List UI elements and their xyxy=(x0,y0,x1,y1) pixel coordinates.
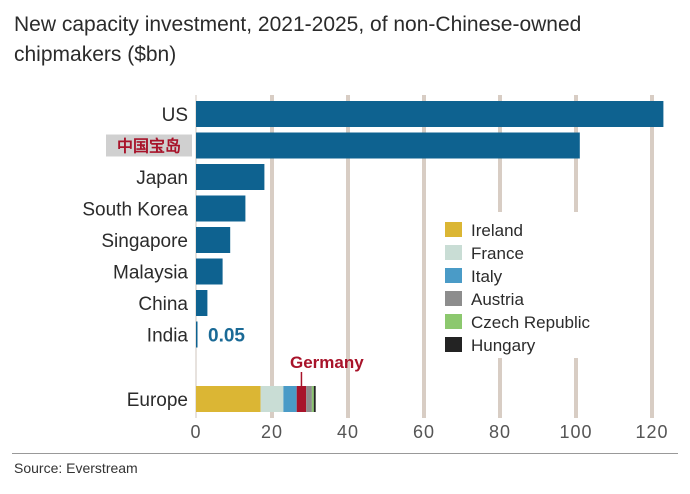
x-tick-label: 120 xyxy=(635,422,668,442)
stack-segment-austria xyxy=(306,386,312,412)
gridline xyxy=(650,95,654,418)
chart-title: New capacity investment, 2021-2025, of n… xyxy=(14,13,582,66)
legend-swatch xyxy=(445,337,462,352)
bar xyxy=(196,164,265,190)
x-tick-label: 20 xyxy=(261,422,283,442)
legend-swatch xyxy=(445,222,462,237)
legend-swatch xyxy=(445,291,462,306)
bar xyxy=(196,258,223,285)
x-tick-label: 0 xyxy=(190,422,201,442)
source-note: Source: Everstream xyxy=(14,460,138,476)
x-tick-label: 80 xyxy=(489,422,511,442)
gridline xyxy=(422,95,426,418)
x-tick-label: 40 xyxy=(337,422,359,442)
bar xyxy=(196,101,664,127)
category-label: 中国宝岛 xyxy=(117,137,181,156)
bar xyxy=(196,227,231,253)
stack-segment-ireland xyxy=(196,386,261,412)
category-label: Malaysia xyxy=(113,263,188,284)
gridline xyxy=(270,95,274,418)
germany-label: Germany xyxy=(290,353,364,372)
x-tick-label: 100 xyxy=(559,422,592,442)
data-label-india: 0.05 xyxy=(208,326,245,347)
source-divider xyxy=(12,453,678,454)
category-label: China xyxy=(138,294,188,315)
legend-label: Ireland xyxy=(471,221,523,240)
legend-label: Czech Republic xyxy=(471,313,591,332)
bar xyxy=(196,195,246,222)
legend-label: Austria xyxy=(471,290,524,309)
category-label: US xyxy=(162,105,188,126)
highlight-label-bg xyxy=(106,134,192,157)
stack-segment-hungary xyxy=(313,386,316,412)
legend-swatch xyxy=(445,314,462,329)
category-label: India xyxy=(147,326,189,347)
stack-segment-france xyxy=(260,386,284,412)
legend-label: Hungary xyxy=(471,336,536,355)
legend-swatch xyxy=(445,245,462,260)
legend-label: France xyxy=(471,244,524,263)
bar xyxy=(196,132,580,159)
legend-label: Italy xyxy=(471,267,503,286)
category-label: Japan xyxy=(136,168,188,189)
stack-segment-germany xyxy=(296,386,307,412)
stack-segment-italy xyxy=(283,386,297,412)
x-tick-label: 60 xyxy=(413,422,435,442)
legend-swatch xyxy=(445,268,462,283)
stack-segment-czech-republic xyxy=(311,386,314,412)
category-label: South Korea xyxy=(82,200,188,221)
category-label: Singapore xyxy=(101,231,188,252)
gridline xyxy=(346,95,350,418)
category-label: Europe xyxy=(127,390,188,411)
bar xyxy=(196,290,208,316)
bar xyxy=(196,321,198,348)
